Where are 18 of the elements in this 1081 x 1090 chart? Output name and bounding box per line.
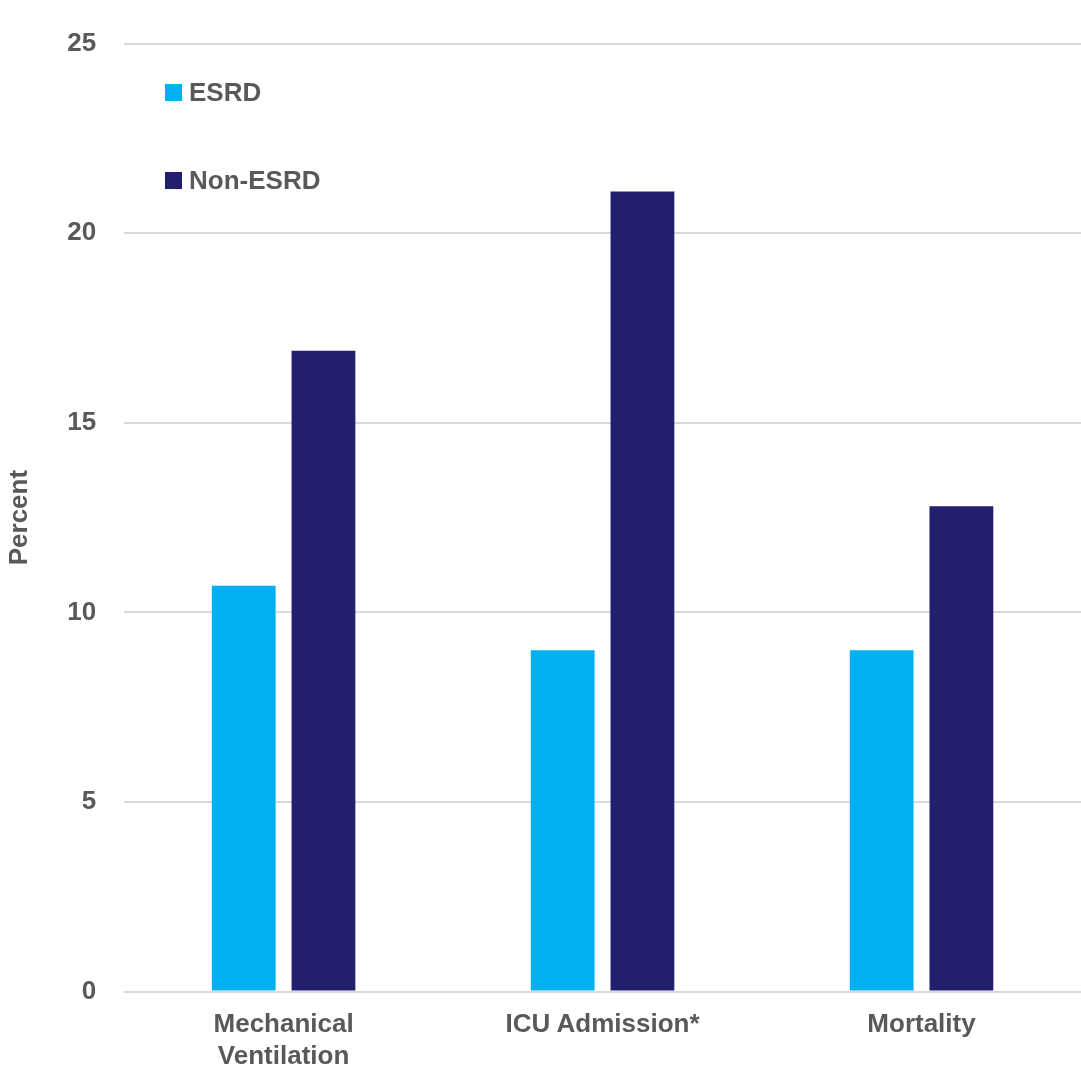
legend-label: ESRD (189, 76, 262, 108)
x-tick-label: Mortality (867, 1008, 977, 1039)
y-axis-title: Percent (2, 469, 33, 566)
y-tick-label: 10 (67, 595, 97, 626)
y-tick-label: 0 (81, 974, 97, 1005)
bar (530, 650, 595, 991)
bar (929, 506, 994, 991)
bar (610, 191, 675, 991)
legend-label: Non-ESRD (189, 164, 321, 196)
x-tick-label: Mechanical Ventilation (213, 1008, 354, 1070)
y-tick-label: 20 (67, 216, 97, 247)
y-tick-label: 25 (67, 26, 97, 57)
bar (849, 650, 914, 991)
x-tick-label: ICU Admission* (505, 1008, 701, 1039)
y-tick-label: 5 (81, 785, 97, 816)
y-tick-label: 15 (67, 405, 97, 436)
bar (291, 350, 356, 991)
bar (211, 585, 276, 991)
